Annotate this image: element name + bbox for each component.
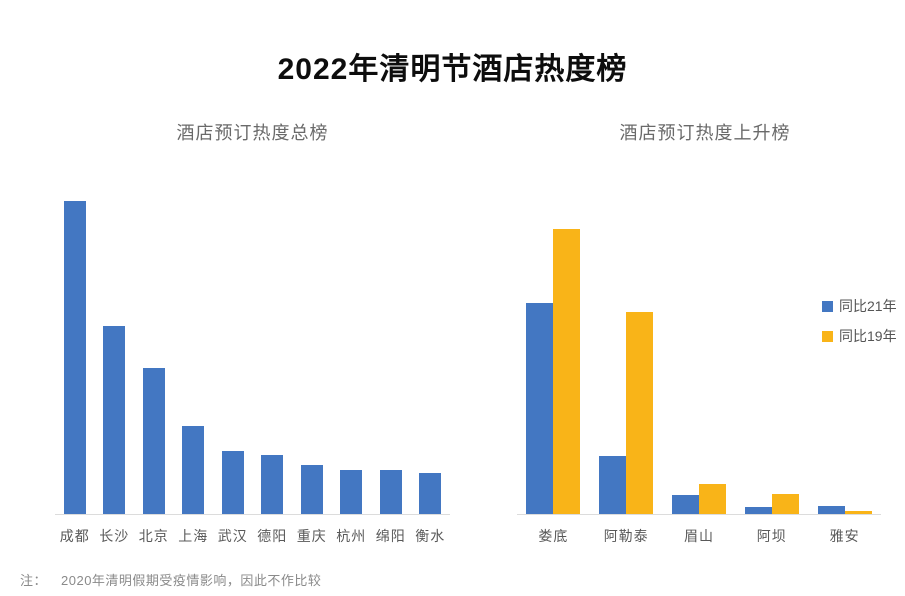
bar: [261, 454, 284, 514]
legend-swatch-blue: [822, 300, 833, 312]
bar: [671, 495, 699, 514]
legend-label-yoy-2021: 同比21年: [839, 298, 897, 314]
rising-ranking-chart-subtitle: 酒店预订热度上升榜: [619, 123, 791, 143]
bar-stack: [517, 182, 590, 515]
bar-stack: [735, 182, 809, 515]
bar: [63, 200, 86, 514]
bar: [103, 326, 126, 514]
bar: [300, 465, 323, 514]
legend-swatch-yellow: [822, 330, 833, 342]
bar-group: 阿坝: [735, 182, 809, 546]
bar-group: 眉山: [662, 182, 736, 546]
bar: [771, 493, 799, 514]
page-title: 2022年清明节酒店热度榜: [277, 53, 628, 86]
bar-stack: [292, 182, 332, 515]
legend-item-yoy-2021: 同比21年: [822, 296, 897, 316]
bar: [844, 510, 872, 514]
category-label: 阿坝: [756, 528, 787, 544]
category-label: 绵阳: [375, 528, 406, 544]
bar-stack: [134, 182, 174, 515]
bar-group: 重庆: [292, 182, 332, 546]
bar-stack: [808, 182, 881, 515]
bar: [526, 302, 554, 514]
category-label: 阿勒泰: [603, 528, 649, 544]
bar-stack: [662, 182, 736, 515]
category-label: 德阳: [257, 528, 288, 544]
bar-group: 上海: [173, 182, 213, 546]
total-ranking-bar-chart: 成都 长沙 北京 上海 武汉 德阳 重庆 杭州 绵阳 衡水: [45, 182, 460, 546]
bar-group: 武汉: [213, 182, 253, 546]
category-label: 成都: [59, 528, 90, 544]
bar-stack: [173, 182, 213, 515]
bar: [182, 426, 205, 514]
category-label: 上海: [178, 528, 209, 544]
legend: 同比21年 同比19年: [822, 296, 897, 356]
footnote-prefix: 注：: [20, 573, 48, 588]
bar: [553, 228, 581, 514]
rising-ranking-bar-chart: 娄底 阿勒泰 眉山 阿坝 雅安: [505, 182, 893, 546]
total-ranking-chart-subtitle: 酒店预订热度总榜: [176, 123, 329, 143]
bar: [379, 470, 402, 514]
bar-group: 德阳: [252, 182, 292, 546]
bar-group: 长沙: [94, 182, 134, 546]
bar-stack: [589, 182, 663, 515]
footnote-text: 2020年清明假期受疫情影响，因此不作比较: [61, 573, 322, 588]
category-label: 重庆: [296, 528, 327, 544]
bar-stack: [410, 182, 450, 515]
bar: [817, 505, 845, 514]
category-label: 眉山: [683, 528, 714, 544]
footnote: 注： 2020年清明假期受疫情影响，因此不作比较: [20, 570, 321, 589]
bar: [340, 470, 363, 514]
bar-group: 娄底: [517, 182, 590, 546]
bar-stack: [213, 182, 253, 515]
category-label: 长沙: [99, 528, 130, 544]
bar: [599, 456, 627, 514]
category-label: 北京: [138, 528, 169, 544]
bar-group: 北京: [134, 182, 174, 546]
bar-stack: [371, 182, 411, 515]
bar: [744, 506, 772, 514]
bar: [142, 368, 165, 514]
bar-group: 阿勒泰: [589, 182, 663, 546]
bar-stack: [331, 182, 371, 515]
category-label: 武汉: [217, 528, 248, 544]
category-label: 娄底: [538, 528, 569, 544]
category-label: 衡水: [415, 528, 446, 544]
legend-label-yoy-2019: 同比19年: [839, 328, 897, 344]
legend-item-yoy-2019: 同比19年: [822, 326, 897, 346]
category-label: 杭州: [336, 528, 367, 544]
bar-group: 成都: [55, 182, 95, 546]
bar-group: 绵阳: [371, 182, 411, 546]
bar: [419, 473, 442, 514]
bar-group: 雅安: [808, 182, 881, 546]
bar-group: 衡水: [410, 182, 450, 546]
bar-stack: [55, 182, 95, 515]
bar-stack: [94, 182, 134, 515]
category-label: 雅安: [829, 528, 860, 544]
bar-group: 杭州: [331, 182, 371, 546]
bar: [626, 311, 654, 514]
bar: [698, 484, 726, 514]
bar-stack: [252, 182, 292, 515]
bar: [221, 451, 244, 514]
